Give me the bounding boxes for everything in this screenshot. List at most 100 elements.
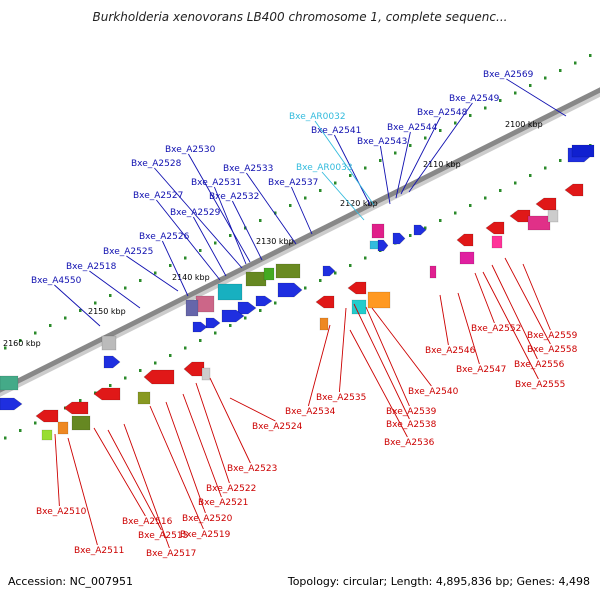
tick-dot — [184, 256, 187, 260]
reverse-gene-label: Bxe_A2517 — [146, 549, 196, 559]
reverse-gene-label: Bxe_A2515 — [138, 531, 188, 541]
tick-dot — [229, 324, 232, 327]
reverse-gene-block — [491, 235, 503, 249]
reverse-gene-leader-line — [522, 263, 551, 331]
reverse-gene-label: Bxe_A2516 — [122, 517, 173, 527]
tick-dot — [544, 166, 547, 170]
tick-dot — [154, 271, 157, 275]
tick-dot — [244, 316, 247, 320]
accession-label: Accession: NC_007951 — [8, 575, 134, 588]
reverse-gene-leader-line — [349, 329, 408, 438]
forward-gene-label: Bxe_A2541 — [311, 126, 361, 136]
tick-dot — [34, 421, 37, 425]
forward-gene-arrow — [277, 282, 303, 298]
tick-dot — [499, 189, 502, 192]
forward-gene-arrow — [0, 397, 23, 411]
reverse-gene-label: Bxe_A2547 — [456, 365, 506, 375]
reverse-gene-arrow — [456, 233, 474, 247]
forward-gene-arrow — [205, 317, 221, 329]
reverse-gene-block — [71, 415, 91, 431]
reverse-gene-leader-line — [182, 393, 222, 498]
forward-gene-block — [195, 295, 215, 313]
tick-dot — [139, 279, 142, 282]
reverse-gene-label: Bxe_A2521 — [198, 498, 248, 508]
reverse-gene-block — [319, 317, 329, 331]
forward-gene-leader-line — [126, 255, 179, 292]
tick-dot — [484, 196, 487, 200]
map-title: Burkholderia xenovorans LB400 chromosome… — [92, 10, 508, 24]
forward-gene-label: Bxe_A2544 — [387, 123, 438, 133]
tick-dot — [394, 151, 397, 155]
backbone-shadow — [0, 89, 600, 397]
tick-dot — [349, 174, 352, 177]
reverse-gene-block — [41, 429, 53, 441]
reverse-gene-arrow — [347, 281, 367, 295]
reverse-gene-label: Bxe_A2535 — [316, 393, 366, 403]
tick-dot — [424, 136, 427, 140]
forward-gene-leader-line — [193, 216, 227, 277]
forward-gene-leader-line — [400, 116, 441, 195]
tick-dot — [454, 121, 457, 125]
reverse-gene-arrow — [564, 183, 584, 197]
forward-gene-leader-line — [161, 240, 189, 297]
forward-gene-label: Bxe_A2531 — [191, 178, 241, 188]
tick-dot — [169, 354, 172, 357]
tick-dot — [259, 309, 262, 312]
tick-dot — [304, 286, 307, 290]
tick-dot — [214, 331, 217, 335]
reverse-gene-arrow — [535, 197, 557, 211]
tick-dot — [379, 159, 382, 162]
reverse-gene-label: Bxe_A2559 — [527, 331, 578, 341]
kbp-marker: 2130 kbp — [256, 237, 294, 246]
reverse-gene-block — [137, 391, 151, 405]
forward-gene-label: Bxe_A2530 — [165, 145, 216, 155]
tick-dot — [139, 369, 142, 372]
forward-gene-label: Bxe_A2529 — [170, 208, 221, 218]
reverse-gene-label: Bxe_A2546 — [425, 346, 476, 356]
forward-gene-label: Bxe_A2525 — [103, 247, 153, 257]
tick-dot — [289, 204, 292, 207]
rna-gene-label: Bxe_AR0032 — [289, 112, 346, 122]
tick-dot — [34, 331, 37, 335]
forward-gene-leader-line — [379, 145, 391, 205]
tick-dot — [484, 106, 487, 110]
reverse-gene-arrow — [509, 209, 531, 223]
forward-gene-block — [263, 267, 275, 281]
reverse-gene-label: Bxe_A2556 — [514, 360, 565, 370]
tick-dot — [109, 294, 112, 297]
tick-dot — [199, 249, 202, 252]
forward-gene-arrow — [255, 295, 273, 307]
forward-gene-block — [571, 144, 595, 158]
tick-dot — [214, 241, 217, 245]
kbp-marker: 2150 kbp — [88, 307, 126, 316]
forward-gene-arrow — [221, 309, 245, 323]
forward-gene-leader-line — [408, 102, 473, 193]
tick-dot — [109, 384, 112, 387]
tick-dot — [274, 211, 277, 215]
tick-dot — [244, 226, 247, 230]
forward-gene-label: Bxe_A2527 — [133, 191, 183, 201]
forward-gene-arrow — [377, 239, 389, 252]
tick-dot — [259, 219, 262, 222]
tick-dot — [529, 174, 532, 177]
forward-gene-block — [371, 223, 385, 239]
reverse-gene-leader-line — [482, 271, 539, 380]
forward-gene-leader-line — [395, 131, 411, 199]
reverse-gene-block — [527, 215, 551, 231]
reverse-gene-block — [429, 265, 437, 279]
tick-dot — [124, 286, 127, 290]
tick-dot — [529, 84, 532, 87]
reverse-gene-leader-line — [107, 429, 162, 531]
reverse-gene-arrow — [183, 361, 205, 377]
tick-dot — [94, 391, 97, 395]
kbp-marker: 2100 kbp — [505, 120, 543, 129]
kbp-marker: 2140 kbp — [172, 273, 210, 282]
tick-dot — [559, 159, 562, 162]
forward-gene-arrow — [413, 224, 427, 236]
tick-dot — [514, 181, 517, 185]
reverse-gene-block — [351, 299, 367, 315]
reverse-gene-leader-line — [307, 324, 331, 407]
tick-dot — [469, 204, 472, 207]
reverse-gene-arrow — [93, 387, 121, 401]
tick-dot — [409, 234, 412, 237]
